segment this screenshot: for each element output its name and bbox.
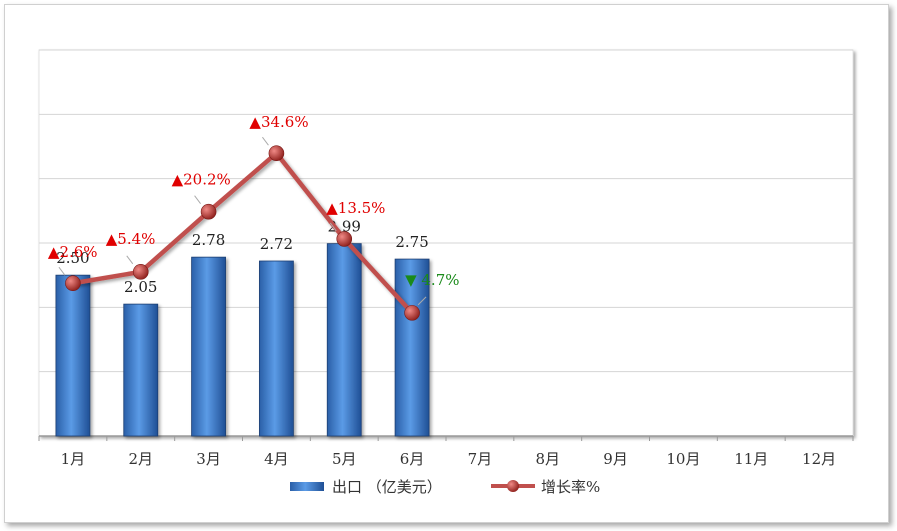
bar <box>259 260 294 437</box>
line-series <box>65 145 420 321</box>
line-marker <box>200 203 217 220</box>
bar-value-label: 2.75 <box>395 233 428 251</box>
bar-value-label: 2.72 <box>260 235 293 253</box>
x-tick-label: 12月 <box>802 450 836 468</box>
legend-bar-swatch <box>290 482 324 491</box>
bar-value-label: 2.50 <box>56 249 89 267</box>
label-leader <box>126 255 134 265</box>
x-tick-label: 5月 <box>332 450 357 468</box>
x-tick-label: 4月 <box>264 450 289 468</box>
line-value-label: ▲5.4% <box>106 230 156 248</box>
line-value-label: ▲2.6% <box>48 243 98 261</box>
legend-bar-label: 出口 （亿美元） <box>332 478 442 496</box>
legend-line-label: 增长率% <box>541 478 600 496</box>
line-marker <box>336 231 353 247</box>
x-tick-label: 10月 <box>666 450 700 468</box>
line-marker <box>65 275 81 292</box>
bar-value-labels: 2.502.052.78 2.722.992.75 <box>56 218 429 296</box>
line-value-label: ▼ 4.7% <box>405 271 459 289</box>
bar-value-label: 2.05 <box>124 278 157 296</box>
x-tick-label: 1月 <box>61 450 86 468</box>
label-leader <box>58 266 66 276</box>
line-value-label: ▲34.6% <box>249 113 308 131</box>
x-axis-tick-labels: 1月 2月 3月 4月 5月 6月 7月 8月 9月 10月 11月 12月 <box>61 450 836 468</box>
label-leader <box>329 222 337 232</box>
gridlines <box>38 49 854 441</box>
bar-series <box>55 243 430 437</box>
line-marker <box>404 305 420 321</box>
bar <box>326 243 362 437</box>
label-leader <box>194 195 201 205</box>
x-tick-label: 7月 <box>468 450 493 468</box>
line-value-label: ▲13.5% <box>326 199 385 217</box>
x-tick-label: 9月 <box>603 450 628 468</box>
bar <box>191 256 226 437</box>
line-value-labels: ▲2.6% ▲5.4% ▲20.2% ▲34.6% ▲13.5% ▼ 4.7% <box>48 113 460 306</box>
line-marker <box>132 264 149 280</box>
bar <box>123 303 159 437</box>
line-marker <box>268 145 285 162</box>
x-tick-label: 11月 <box>734 450 768 468</box>
legend: 出口 （亿美元） 增长率% <box>290 478 600 496</box>
x-tick-label: 6月 <box>400 450 425 468</box>
label-leader <box>262 136 269 146</box>
growth-rate-line <box>72 150 414 315</box>
bar-value-label: 2.78 <box>192 231 225 249</box>
x-tick-label: 3月 <box>196 450 221 468</box>
x-tick-label: 8月 <box>535 450 560 468</box>
bar <box>394 258 430 437</box>
line-value-label: ▲20.2% <box>172 171 231 189</box>
label-leader <box>417 296 427 306</box>
x-tick-label: 2月 <box>128 450 153 468</box>
legend-line-marker <box>507 480 519 492</box>
bar <box>55 274 91 437</box>
